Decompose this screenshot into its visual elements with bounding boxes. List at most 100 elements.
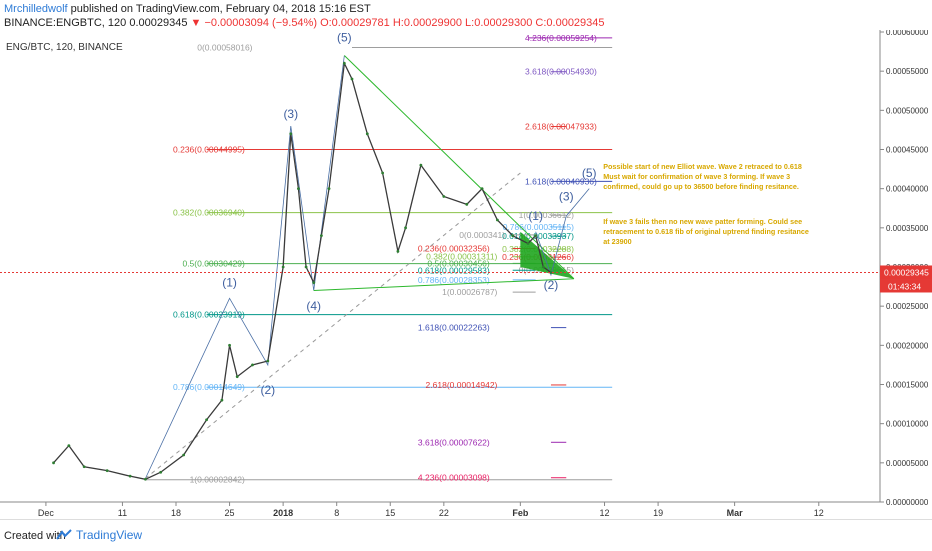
annotation-top-line: confirmed, could go up to 36500 before f…: [603, 182, 799, 191]
x-tick-label: 15: [385, 508, 395, 518]
fib-level-label: 1(0.00002842): [190, 475, 245, 485]
price-point: [480, 187, 484, 191]
tradingview-logo-icon: [56, 529, 72, 540]
y-tick-label: 0.00025000: [886, 302, 929, 311]
triangle-upper-line: [343, 55, 575, 280]
fib-level-label: 0.382(0.00036940): [173, 208, 245, 218]
publish-info: published on TradingView.com, February 0…: [70, 3, 371, 15]
price-point: [342, 61, 346, 65]
price-point: [465, 202, 469, 206]
fib-level-label: 0(0.00058016): [197, 43, 252, 53]
price-point: [419, 163, 423, 167]
y-tick-label: 0.00035000: [886, 224, 929, 233]
y-tick-label: 0.00000000: [886, 498, 929, 507]
fib-level-label: 0.382(0.00031311): [426, 252, 497, 262]
publish-line: Mrchilledwolf published on TradingView.c…: [4, 3, 371, 15]
last-price-badge: [880, 265, 932, 280]
x-tick-label: 12: [600, 508, 610, 518]
high-value: H:0.00029900: [392, 17, 462, 29]
wave-label: (4): [306, 299, 321, 313]
x-tick-label: 8: [334, 508, 339, 518]
price-point: [404, 226, 407, 230]
price-point: [541, 265, 545, 269]
price-point: [304, 265, 308, 269]
price-point: [297, 187, 300, 191]
x-tick-label: 18: [171, 508, 181, 518]
price-change: ▼ −0.00003094 (−9.54%): [190, 17, 317, 29]
fib-level-label: 0.236(0.00044995): [173, 145, 245, 155]
price-point: [350, 77, 354, 81]
x-tick-label: 12: [814, 508, 824, 518]
price-chart[interactable]: 0.00060000 0.00055000 0.00050000 0.00045000…: [0, 28, 932, 518]
fib-level-label: 0.786(0.00035115): [503, 222, 574, 232]
x-tick-label: 25: [225, 508, 235, 518]
trend-dashed-line: [145, 172, 521, 479]
tradingview-brand[interactable]: TradingView: [56, 528, 142, 542]
y-tick-label: 0.00045000: [886, 146, 929, 155]
price-point: [182, 453, 186, 457]
x-tick-label: 19: [653, 508, 663, 518]
countdown-badge: [880, 279, 932, 293]
wave-label: (1): [222, 276, 237, 290]
fib-level-label: 1.618(0.00040936): [525, 176, 597, 186]
fib-level-label: 1(0.00036612): [519, 210, 574, 220]
price-point: [526, 242, 530, 245]
price-point: [327, 187, 331, 191]
fib-level-label: 1.618(0.00022263): [418, 323, 490, 333]
fib-level-label: 0.5(0.00030429): [182, 259, 245, 269]
fib-level-label: 0.618(0.00029583): [418, 265, 490, 275]
y-tick-label: 0.00050000: [886, 106, 929, 115]
price-point: [266, 359, 270, 363]
chart-header: Mrchilledwolf published on TradingView.c…: [0, 0, 932, 30]
tradingview-label: TradingView: [76, 528, 143, 542]
countdown-label: 01:43:34: [888, 281, 921, 291]
y-tick-label: 0.00005000: [886, 459, 929, 468]
price-point: [205, 418, 209, 422]
y-tick-label: 0.00010000: [886, 420, 929, 429]
annotation-bottom-line: If wave 3 fails then no new wave patter …: [603, 217, 802, 226]
price-point: [312, 281, 316, 285]
price-point: [534, 234, 538, 238]
last-price: 0.00029345: [129, 17, 188, 29]
y-tick-label: 0.00060000: [886, 30, 929, 37]
annotation-top-line: Possible start of new Elliot wave. Wave …: [603, 162, 802, 171]
wave-label: (3): [283, 107, 298, 121]
created-with-label: Created with: [4, 530, 66, 542]
wave-label: (5): [582, 166, 597, 180]
fib-level-label: 0.618(0.00033937): [502, 231, 574, 241]
annotation-bottom-line: at 23900: [603, 237, 631, 246]
price-point: [235, 375, 239, 379]
last-price-label: 0.00029345: [884, 267, 929, 277]
wave-label: (5): [337, 30, 352, 44]
price-point: [128, 474, 132, 478]
price-point: [365, 132, 369, 136]
price-point: [67, 444, 71, 447]
y-tick-label: 0.00055000: [886, 67, 929, 76]
price-point: [319, 234, 323, 238]
wave-label: (2): [544, 278, 559, 292]
open-value: O:0.00029781: [320, 17, 390, 29]
x-tick-label: 11: [118, 508, 127, 518]
close-value: C:0.00029345: [535, 17, 605, 29]
annotation-top-line: Must wait for confirmation of wave 3 for…: [603, 172, 790, 181]
fib-level-label: 3.618(0.00007622): [418, 437, 490, 447]
fib-level-label: 0.5(0.00030456): [427, 258, 490, 268]
fib-level-label: 0.786(0.00014649): [173, 382, 245, 392]
price-point: [143, 477, 147, 481]
fib-level-label: 4.236(0.00059254): [525, 33, 597, 43]
price-point: [220, 398, 224, 402]
author-link[interactable]: Mrchilledwolf: [4, 3, 68, 15]
x-tick-label: 22: [439, 508, 449, 518]
price-point: [105, 469, 109, 473]
ohlc-line: BINANCE:ENGBTC, 120 0.00029345 ▼ −0.0000…: [4, 17, 605, 29]
chart-area[interactable]: 0.00060000 0.00055000 0.00050000 0.00045000…: [0, 28, 932, 518]
fib-level-label: 0(0.000341): [459, 230, 505, 240]
price-point: [52, 461, 55, 465]
wave-label: (3): [559, 189, 574, 203]
price-point: [159, 470, 163, 474]
price-point: [289, 132, 293, 136]
fib-level-label: 0.618(0.00023919): [173, 310, 245, 320]
y-tick-label: 0.00040000: [886, 185, 929, 194]
fib-level-label: 3.618(0.00054930): [525, 67, 597, 77]
fib-level-label: 0.786(0.00028353): [418, 275, 490, 285]
